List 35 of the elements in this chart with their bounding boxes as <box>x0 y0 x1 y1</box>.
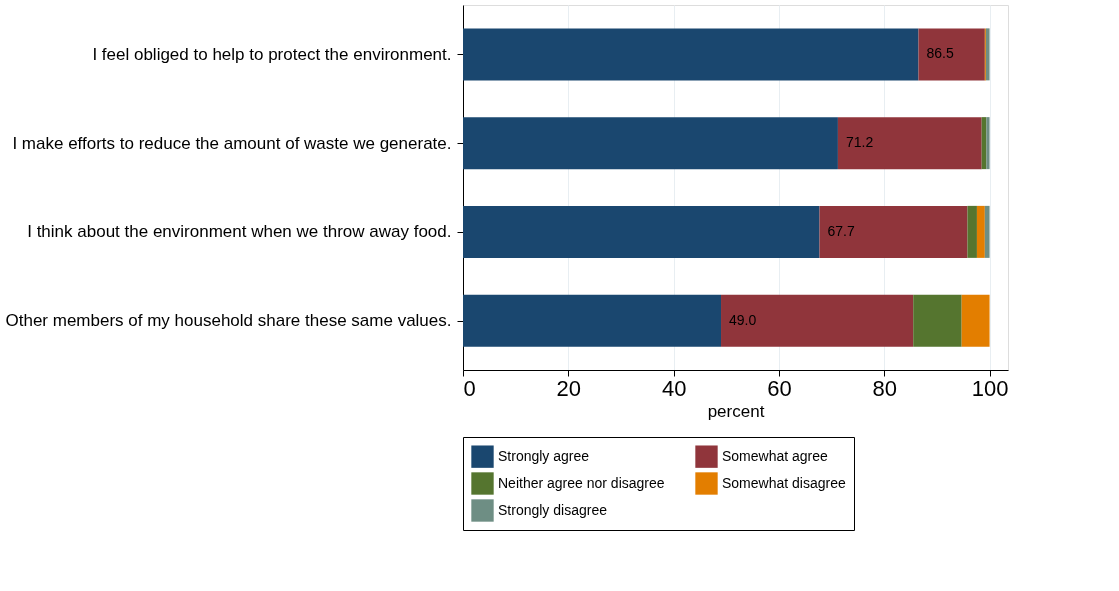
y-tick-label: I feel obliged to help to protect the environment. <box>92 44 452 64</box>
data-label: 49.0 <box>729 311 757 328</box>
bar <box>984 205 990 258</box>
bar <box>961 294 990 347</box>
y-tick-label: I think about the environment when we throw away food. <box>27 222 452 242</box>
x-tick-label: 40 <box>661 375 687 401</box>
bar <box>463 28 919 81</box>
bar <box>819 205 968 258</box>
data-label: 71.2 <box>845 134 874 151</box>
bar <box>837 117 982 170</box>
bar <box>918 28 985 81</box>
legend-label: Somewhat agree <box>722 447 829 464</box>
bar <box>463 294 722 347</box>
x-tick-label: 60 <box>767 375 792 401</box>
legend-label: Neither agree nor disagree <box>498 474 665 491</box>
bar <box>913 294 962 347</box>
y-tick-label: Other members of my household share these same values. <box>5 311 452 331</box>
x-axis-title: percent <box>707 401 765 421</box>
legend-label: Strongly disagree <box>498 501 608 518</box>
bar <box>721 294 914 347</box>
bar <box>463 117 838 170</box>
x-tick-label: 0 <box>463 375 476 401</box>
y-tick-label: I make efforts to reduce the amount of waste we generate. <box>12 133 452 153</box>
legend-label: Somewhat disagree <box>722 474 846 491</box>
x-tick-label: 20 <box>556 375 582 401</box>
bar <box>967 205 977 258</box>
bar <box>985 28 990 81</box>
bar <box>986 117 990 170</box>
bar <box>976 205 985 258</box>
bar <box>463 205 820 258</box>
x-tick-label: 80 <box>872 375 897 401</box>
data-label: 67.7 <box>827 222 855 239</box>
data-label: 86.5 <box>926 45 954 62</box>
x-tick-label: 100 <box>971 375 1009 401</box>
legend-label: Strongly agree <box>498 447 590 464</box>
